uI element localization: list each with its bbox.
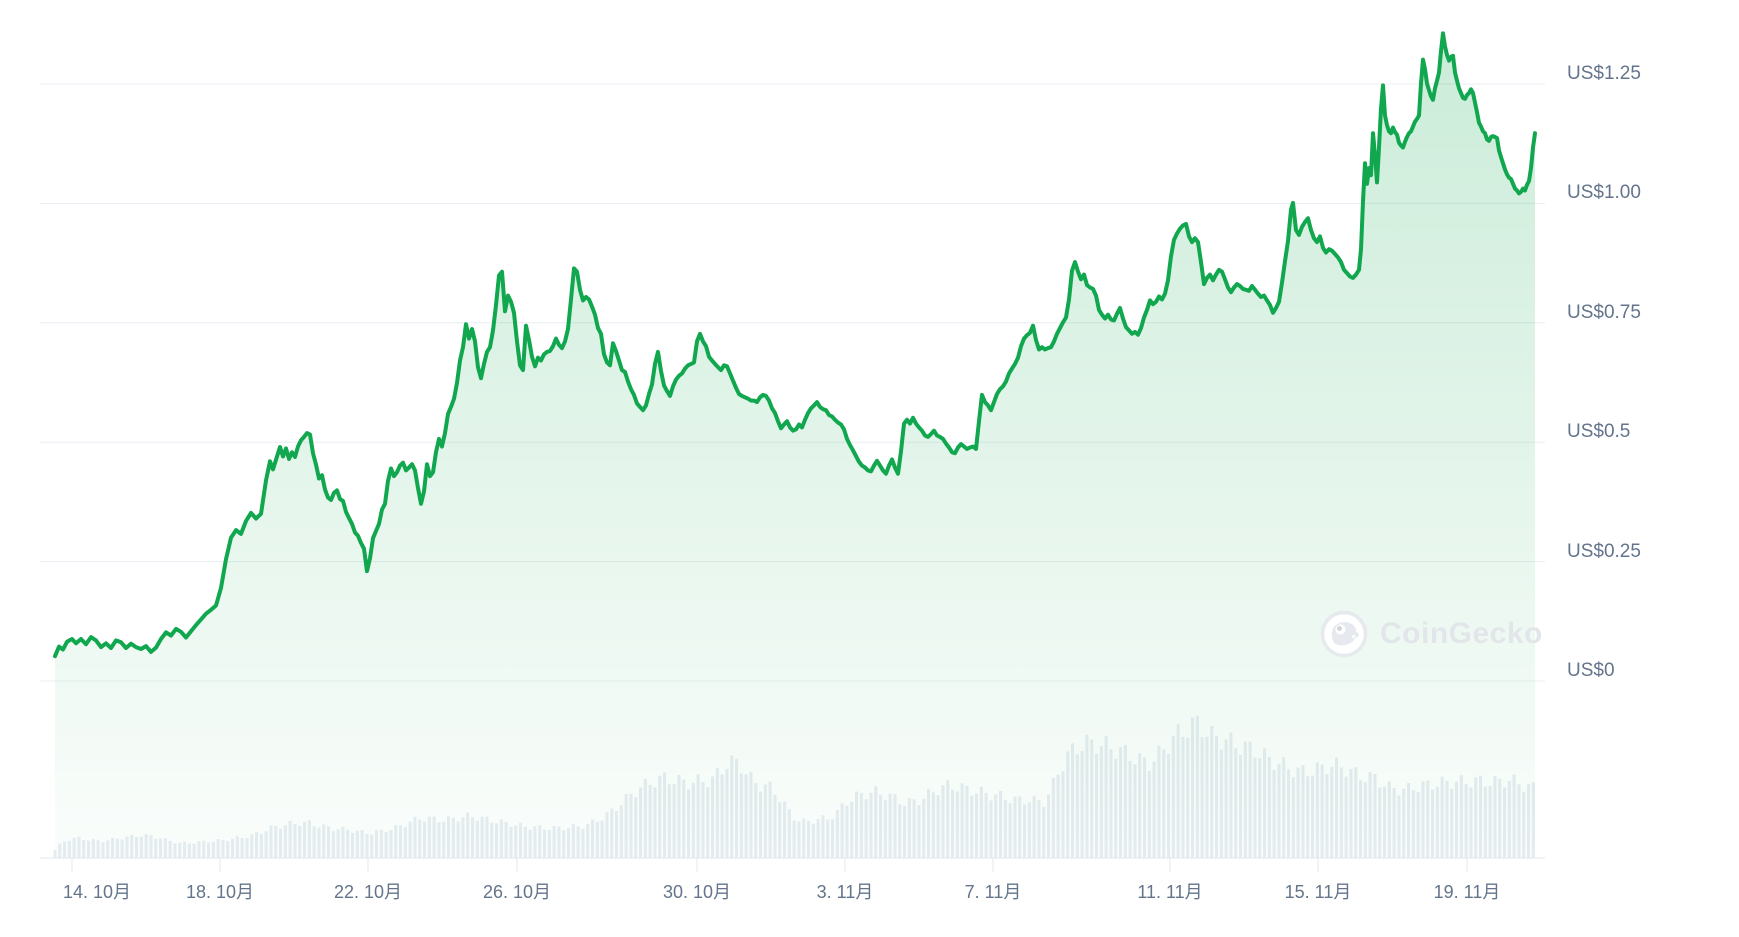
x-axis-label: 26. 10月 bbox=[482, 882, 552, 902]
x-axis-label: 19. 11月 bbox=[1433, 882, 1501, 902]
x-axis-label: 11. 11月 bbox=[1137, 882, 1203, 902]
price-area-fill bbox=[55, 33, 1535, 858]
x-axis-label: 7. 11月 bbox=[964, 882, 1022, 902]
y-axis-label: US$1.00 bbox=[1567, 182, 1641, 204]
x-axis-label: 22. 10月 bbox=[333, 882, 403, 902]
y-axis-label: US$0.25 bbox=[1567, 540, 1641, 562]
x-axis bbox=[40, 857, 1545, 872]
x-axis-label: 15. 11月 bbox=[1284, 882, 1352, 902]
x-axis-label: 30. 10月 bbox=[662, 882, 732, 902]
x-axis-label: 3. 11月 bbox=[816, 882, 874, 902]
x-axis-label: 14. 10月 bbox=[62, 882, 132, 902]
y-axis-label: US$0.5 bbox=[1567, 421, 1631, 443]
price-line bbox=[53, 31, 1537, 659]
x-axis-label: 18. 10月 bbox=[185, 882, 255, 902]
y-axis-label: US$1.25 bbox=[1567, 63, 1641, 84]
y-axis-label: US$0 bbox=[1567, 660, 1615, 681]
y-axis-label: US$0.75 bbox=[1567, 301, 1641, 323]
